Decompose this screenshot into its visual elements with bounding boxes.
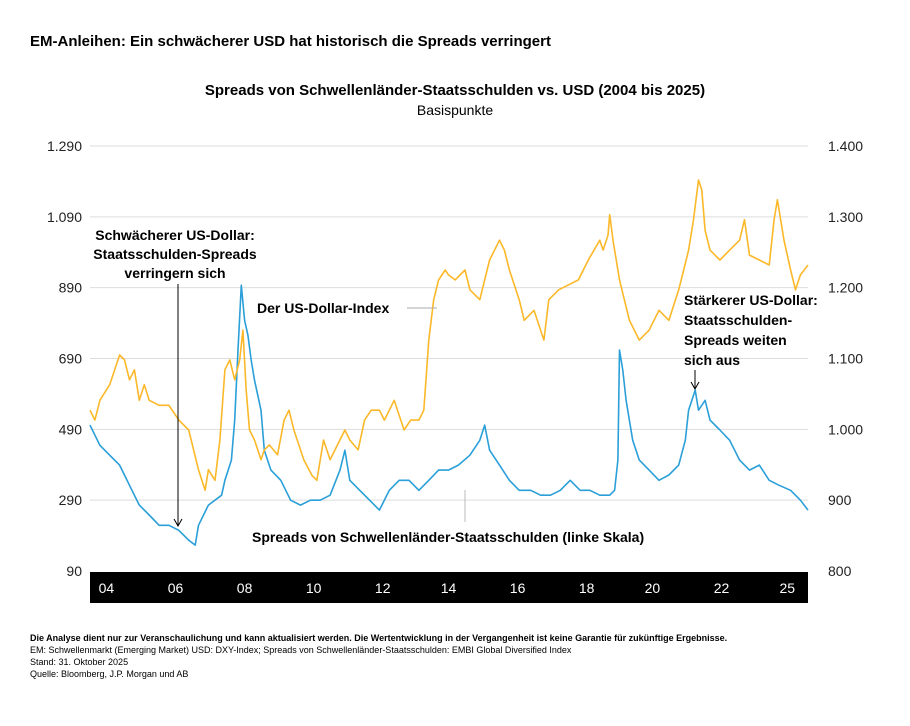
right-y-tick-label: 1.100 [828, 351, 863, 367]
x-tick-label: 14 [441, 580, 457, 596]
right-y-tick-label: 1.300 [828, 209, 863, 225]
left-y-tick-label: 890 [59, 280, 83, 296]
strong-usd-annotation-1: Stärkerer US-Dollar: [684, 292, 818, 308]
x-tick-label: 16 [510, 580, 526, 596]
disclaimer: Die Analyse dient nur zur Veranschaulich… [30, 633, 728, 643]
usd-index-series-line [89, 179, 809, 492]
left-y-tick-label: 1.090 [47, 209, 82, 225]
as-of-date: Stand: 31. Oktober 2025 [30, 657, 129, 667]
right-y-tick-label: 1.400 [828, 138, 863, 154]
weak-usd-annotation-3: verringern sich [124, 265, 225, 281]
weak-usd-arrowhead-icon [173, 518, 183, 528]
definitions: EM: Schwellenmarkt (Emerging Market) USD… [30, 645, 572, 655]
left-y-tick-label: 1.290 [47, 138, 82, 154]
chart-title: Spreads von Schwellenländer-Staatsschuld… [204, 82, 706, 99]
right-y-tick-label: 1.200 [828, 280, 863, 296]
left-y-tick-label: 290 [59, 492, 83, 508]
spreads-series-line [89, 284, 809, 546]
x-tick-label: 20 [645, 580, 661, 596]
x-tick-label: 10 [306, 580, 322, 596]
strong-usd-arrowhead-icon [690, 381, 700, 391]
footnotes: Die Analyse dient nur zur Veranschaulich… [30, 632, 727, 680]
chart-subtitle: Basispunkte [416, 102, 494, 118]
x-tick-label: 06 [168, 580, 184, 596]
right-y-tick-label: 800 [828, 563, 852, 579]
weak-usd-annotation-1: Schwächerer US-Dollar: [95, 227, 255, 243]
weak-usd-annotation-2: Staatsschulden-Spreads [93, 246, 257, 262]
x-axis-band [90, 572, 808, 603]
right-y-tick-label: 1.000 [828, 421, 863, 437]
left-y-tick-label: 690 [59, 351, 83, 367]
right-y-tick-label: 900 [828, 492, 852, 508]
x-tick-label: 25 [779, 580, 795, 596]
source: Quelle: Bloomberg, J.P. Morgan und AB [30, 669, 189, 679]
spreads-series-label: Spreads von Schwellenländer-Staatsschuld… [252, 529, 644, 545]
left-y-tick-label: 90 [66, 563, 82, 579]
left-y-tick-label: 490 [59, 421, 83, 437]
x-tick-label: 04 [99, 580, 115, 596]
x-tick-label: 22 [714, 580, 730, 596]
strong-usd-annotation-3: Spreads weiten [684, 332, 787, 348]
strong-usd-annotation-2: Staatsschulden- [684, 312, 792, 328]
x-tick-label: 12 [375, 580, 391, 596]
usd-series-label: Der US-Dollar-Index [257, 300, 389, 316]
x-tick-label: 18 [579, 580, 595, 596]
headline: EM-Anleihen: Ein schwächerer USD hat his… [30, 33, 551, 50]
strong-usd-annotation-4: sich aus [684, 352, 740, 368]
x-tick-label: 08 [237, 580, 253, 596]
